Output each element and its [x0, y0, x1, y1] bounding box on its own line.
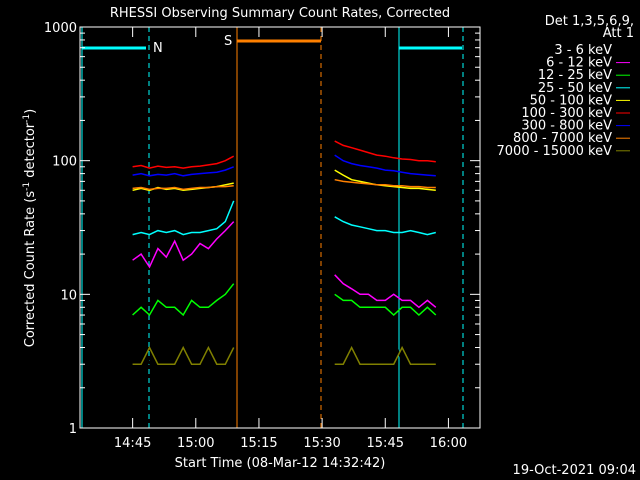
legend-label: 3 - 6 keV [554, 43, 612, 58]
legend-label: 100 - 300 keV [521, 106, 612, 121]
y-label-part: ) [23, 109, 38, 114]
annotation: N [153, 41, 163, 56]
series-line [132, 200, 436, 236]
x-tick-label: 15:30 [303, 436, 340, 451]
series-line [132, 178, 436, 191]
legend-header: Att 1 [603, 26, 634, 41]
series-line [132, 154, 436, 177]
series-line [132, 140, 436, 169]
y-tick-label: 10 [60, 288, 77, 303]
plot-frame [79, 26, 481, 429]
y-tick-label: 1 [69, 422, 77, 437]
x-tick-label: 15:15 [240, 436, 277, 451]
series-line [132, 345, 436, 365]
x-tick-label: 15:00 [177, 436, 214, 451]
y-label-sup: -1 [22, 114, 32, 123]
footer: 19-Oct-2021 09:04 [513, 463, 636, 478]
series-line [132, 283, 437, 317]
y-tick-label: 100 [52, 155, 77, 170]
annotation: S [224, 34, 232, 49]
x-tick-label: 14:45 [114, 436, 151, 451]
y-tick-label: 1000 [44, 21, 77, 36]
x-tick-label: 16:00 [430, 436, 467, 451]
x-axis-label: Start Time (08-Mar-12 14:32:42) [175, 456, 386, 471]
y-label-part: detector [23, 122, 38, 182]
legend-label: 300 - 800 keV [521, 119, 612, 134]
y-axis-label: Corrected Count Rate (s-1 detector-1) [22, 109, 38, 347]
legend-label: 12 - 25 keV [538, 68, 612, 83]
chart-title: RHESSI Observing Summary Count Rates, Co… [110, 6, 450, 21]
legend-label: 800 - 7000 keV [513, 131, 612, 146]
legend-label: 7000 - 15000 keV [497, 144, 613, 159]
legend-label: 50 - 100 keV [530, 93, 613, 108]
legend-label: 6 - 12 keV [546, 56, 612, 71]
y-label-sup: -1 [22, 182, 32, 191]
y-label-part: Corrected Count Rate (s [23, 191, 38, 348]
legend-header: Det 1,3,5,6,9, [545, 14, 634, 29]
x-tick-label: 15:45 [367, 436, 404, 451]
series-line [132, 221, 437, 309]
legend-label: 25 - 50 keV [538, 81, 612, 96]
